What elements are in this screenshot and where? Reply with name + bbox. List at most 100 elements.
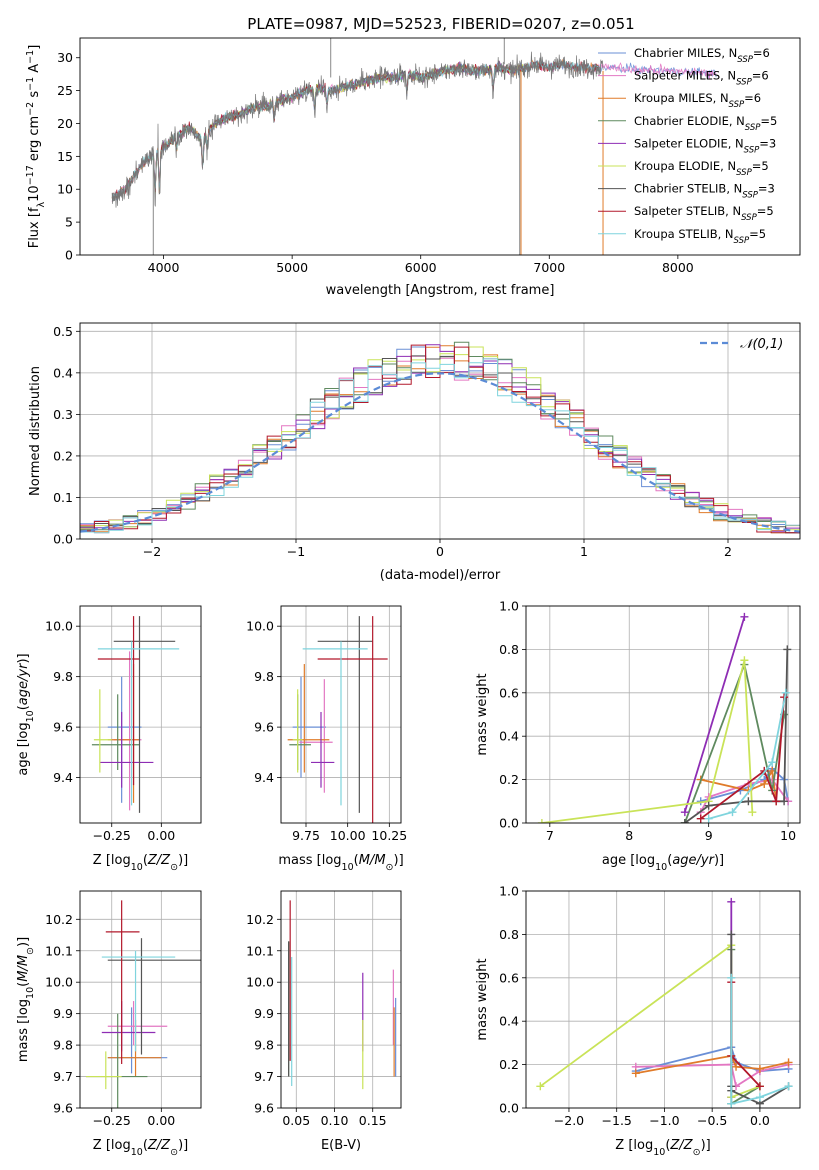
axes-frame [280,890,402,1109]
mass-weight-marker [780,797,789,806]
y-tick-label: 0.8 [499,927,519,942]
mass-weight-marker [744,797,753,806]
x-tick-label: 0.05 [282,1113,310,1128]
x-tick-label: −0.25 [93,1113,131,1128]
mass-weight-line [700,697,785,820]
mass-weight-marker [727,1099,736,1108]
y-tick-label: 0.2 [53,448,73,463]
x-tick-label: 8 [625,828,633,843]
y-tick-label: 10.0 [45,619,73,634]
x-tick-label: 4000 [148,260,180,275]
y-tick-label: 0.4 [499,1014,519,1029]
weight-vs-Z-marks [536,897,793,1108]
age-vs-Z-panel: −0.25 0.00 9.4 9.6 9.8 10.0 Z [log10(Z/Z⊙)] age… [16,605,202,873]
mass-weight-marker [740,612,749,621]
y-axis-label: mass weight [475,673,490,755]
mass-weight-line [541,660,754,823]
mass-weight-marker [696,814,705,823]
y-tick-label: 9.6 [53,1101,73,1116]
y-tick-label: 9.8 [53,1038,73,1053]
weight-vs-age-panel: 7 8 9 10 0.0 0.2 0.4 0.6 0.8 1.0 age [log10(age/yr… [475,599,801,873]
x-tick-label: 10.25 [371,828,407,843]
y-tick-label: 0.6 [499,685,519,700]
mass-weight-marker [772,797,781,806]
axes-frame [79,37,801,256]
mass-weight-marker [728,808,737,817]
legend-label: Salpeter ELODIE, NSSP=3 [634,136,776,155]
mass-vs-Z-marks [85,900,201,1108]
legend-label: Chabrier ELODIE, NSSP=5 [634,114,777,133]
x-tick-label: 0.0 [750,1113,770,1128]
legend-label: Kroupa STELIB, NSSP=5 [634,227,766,246]
mass-weight-line [730,977,789,1105]
y-tick-label: 10.1 [246,943,274,958]
y-tick-label: 9.9 [53,1006,73,1021]
y-axis-label: mass [log10(M/M⊙)] [16,937,36,1062]
mass-weight-marker [727,930,736,939]
y-tick-label: 9.8 [254,669,274,684]
mass-vs-Z-panel: −0.25 0.00 9.6 9.7 9.8 9.9 10.0 10.1 10.2 Z [log1… [16,890,202,1158]
axes-frame [525,890,801,1109]
spectrum-panel: 4000 5000 6000 7000 8000 0 5 10 15 20 25 30 waveleng… [25,37,801,298]
model-spectrum-line [111,59,601,201]
x-tick-label: 1 [580,544,588,559]
gaussian-reference-line [80,372,800,533]
figure-title: PLATE=0987, MJD=52523, FIBERID=0207, z=0… [247,15,634,33]
mass-weight-marker [537,819,546,823]
x-axis-label: mass [log10(M/M⊙)] [278,853,403,873]
y-axis-label: age [log10(age/yr)] [16,653,36,775]
y-tick-label: 10.1 [45,943,73,958]
x-tick-label: 9.75 [292,828,320,843]
mass-weight-marker [784,1082,793,1091]
y-tick-label: 0.4 [53,365,73,380]
residuals-panel: −2 −1 0 1 2 0.0 0.1 0.2 0.3 0.4 0.5 𝒩(0,1) (data-mod… [28,322,801,583]
mass-weight-marker [680,808,689,817]
x-tick-label: −0.25 [93,828,131,843]
x-tick-label: −1.0 [649,1113,679,1128]
x-tick-label: 2 [724,544,732,559]
y-tick-label: 0.4 [499,729,519,744]
x-tick-label: 7 [546,828,554,843]
y-tick-label: 0.2 [499,1057,519,1072]
mass-weight-marker [704,801,713,810]
x-tick-label: 5000 [276,260,308,275]
mass-weight-marker [727,897,736,906]
legend-label: Kroupa ELODIE, NSSP=5 [634,159,769,178]
y-axis-label: Normed distribution [28,366,43,496]
x-axis-label: age [log10(age/yr)] [602,853,724,873]
y-tick-label: 9.8 [53,669,73,684]
y-tick-label: 5 [65,215,73,230]
model-spectrum-line [150,63,524,194]
y-tick-label: 15 [57,149,73,164]
legend-label: Kroupa MILES, NSSP=6 [634,91,761,110]
gaussian-legend-label: 𝒩(0,1) [740,337,783,352]
y-tick-label: 20 [57,116,73,131]
y-tick-label: 10.0 [246,619,274,634]
x-axis-label: wavelength [Angstrom, rest frame] [326,283,555,298]
age-vs-mass-marks [287,616,388,823]
x-tick-label: 0.00 [147,1113,175,1128]
legend-label: Chabrier MILES, NSSP=6 [634,46,770,65]
y-tick-label: 0.0 [499,816,519,831]
x-axis-label: (data-model)/error [380,568,501,583]
y-tick-label: 0.1 [53,490,73,505]
y-tick-label: 30 [57,50,73,65]
x-tick-label: 8000 [662,260,694,275]
y-tick-label: 0.0 [53,532,73,547]
x-tick-label: 0.15 [359,1113,387,1128]
y-tick-label: 9.7 [53,1069,73,1084]
residual-histogram-step [80,344,800,532]
y-tick-label: 0.0 [499,1101,519,1116]
y-tick-label: 0 [65,248,73,263]
y-tick-label: 9.6 [254,1101,274,1116]
legend-label: Salpeter MILES, NSSP=6 [634,69,769,88]
axes-frame [79,605,202,824]
y-tick-label: 9.6 [53,720,73,735]
y-tick-label: 10 [57,182,73,197]
mass-weight-marker [783,645,792,654]
mass-weight-marker [704,814,713,823]
mass-vs-EBV-marks [288,900,397,1090]
weight-vs-Z-panel: −2.0 −1.5 −1.0 −0.5 0.0 0.0 0.2 0.4 0.6 0.8 1.0 Z [… [475,884,801,1158]
model-spectrum-line [150,61,524,192]
residual-histogram-step [80,358,800,534]
